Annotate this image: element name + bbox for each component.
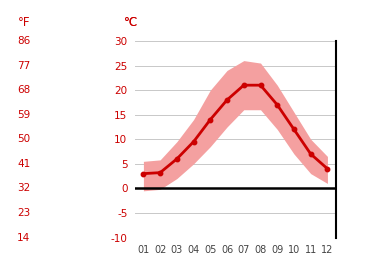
Text: 59: 59 bbox=[17, 110, 30, 120]
Text: 41: 41 bbox=[17, 159, 30, 169]
Text: 68: 68 bbox=[17, 85, 30, 95]
Text: °C: °C bbox=[124, 16, 138, 29]
Text: 32: 32 bbox=[17, 183, 30, 193]
Text: 86: 86 bbox=[17, 36, 30, 46]
Text: 23: 23 bbox=[17, 208, 30, 218]
Text: °F: °F bbox=[18, 16, 30, 29]
Text: 77: 77 bbox=[17, 61, 30, 70]
Text: 14: 14 bbox=[17, 233, 30, 242]
Text: °C: °C bbox=[124, 16, 138, 29]
Text: 50: 50 bbox=[17, 134, 30, 144]
